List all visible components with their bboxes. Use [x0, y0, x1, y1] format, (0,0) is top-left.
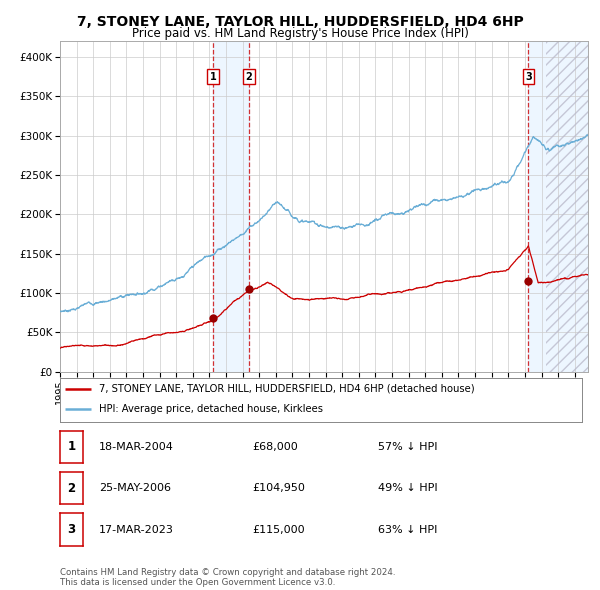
Text: 3: 3 [67, 523, 76, 536]
Text: 63% ↓ HPI: 63% ↓ HPI [378, 525, 437, 535]
Bar [213, 41, 249, 372]
Text: 2: 2 [67, 481, 76, 495]
Text: £68,000: £68,000 [252, 442, 298, 452]
Text: Contains HM Land Registry data © Crown copyright and database right 2024.
This d: Contains HM Land Registry data © Crown c… [60, 568, 395, 587]
Text: HPI: Average price, detached house, Kirklees: HPI: Average price, detached house, Kirk… [99, 405, 323, 414]
Text: 7, STONEY LANE, TAYLOR HILL, HUDDERSFIELD, HD4 6HP: 7, STONEY LANE, TAYLOR HILL, HUDDERSFIEL… [77, 15, 523, 29]
Bar [529, 41, 588, 372]
Text: 1: 1 [209, 72, 216, 81]
Text: 57% ↓ HPI: 57% ↓ HPI [378, 442, 437, 452]
Text: 49% ↓ HPI: 49% ↓ HPI [378, 483, 437, 493]
Text: £104,950: £104,950 [252, 483, 305, 493]
Text: 2: 2 [246, 72, 253, 81]
Text: 1: 1 [67, 440, 76, 454]
Text: Price paid vs. HM Land Registry's House Price Index (HPI): Price paid vs. HM Land Registry's House … [131, 27, 469, 40]
Text: 3: 3 [525, 72, 532, 81]
Text: 17-MAR-2023: 17-MAR-2023 [99, 525, 174, 535]
Text: 25-MAY-2006: 25-MAY-2006 [99, 483, 171, 493]
Text: £115,000: £115,000 [252, 525, 305, 535]
Text: 7, STONEY LANE, TAYLOR HILL, HUDDERSFIELD, HD4 6HP (detached house): 7, STONEY LANE, TAYLOR HILL, HUDDERSFIEL… [99, 384, 475, 394]
Text: 18-MAR-2004: 18-MAR-2004 [99, 442, 174, 452]
Bar [547, 41, 588, 372]
